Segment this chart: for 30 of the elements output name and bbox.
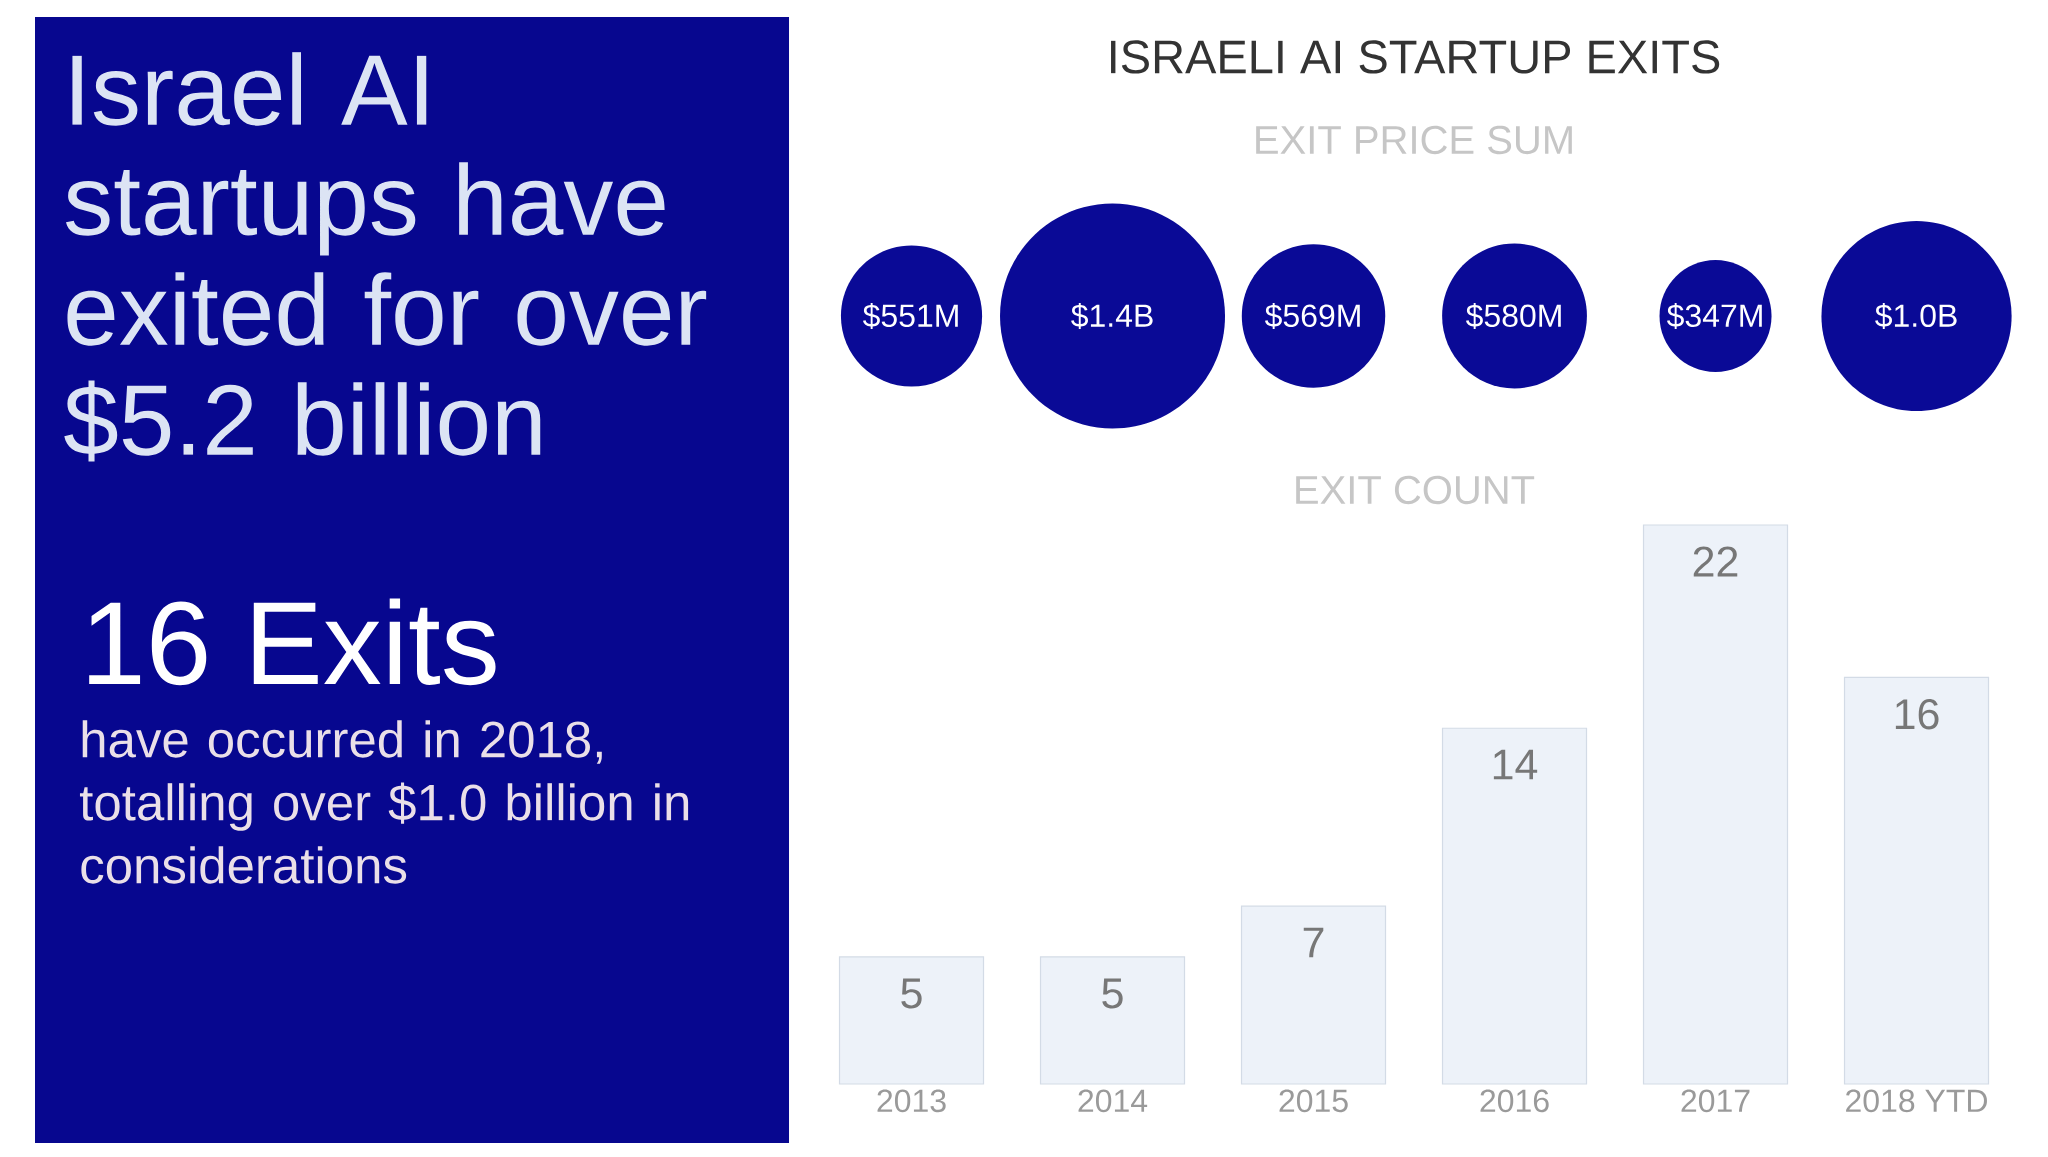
data-label: $580M bbox=[1465, 303, 1561, 329]
data-label: 16 bbox=[1895, 698, 1939, 730]
data-label: $569M bbox=[1264, 303, 1360, 329]
text: ISRAELI AI STARTUP EXITS bbox=[1111, 40, 1720, 74]
x-tick-label: 2014 bbox=[1078, 1089, 1148, 1113]
data-label: 5 bbox=[901, 978, 922, 1009]
data-label: $1.4B bbox=[1071, 303, 1153, 329]
x-tick-label: 2016 bbox=[1480, 1089, 1549, 1113]
bar bbox=[1240, 905, 1387, 1085]
bar bbox=[1642, 524, 1789, 1085]
bar bbox=[1843, 676, 1990, 1085]
data-label: $347M bbox=[1666, 303, 1762, 329]
x-tick-label: 2017 bbox=[1681, 1089, 1750, 1113]
chart-title: EXIT COUNT bbox=[1296, 475, 1535, 505]
x-tick-label: 2018 YTD bbox=[1846, 1089, 1987, 1113]
text: EXIT PRICE SUM bbox=[1256, 125, 1572, 155]
x-tick-label: 2015 bbox=[1279, 1089, 1348, 1113]
bar bbox=[1441, 727, 1588, 1085]
data-label: $1.0B bbox=[1875, 303, 1957, 329]
text: 16 Exits bbox=[89, 598, 496, 686]
data-label: 7 bbox=[1303, 927, 1324, 958]
text: have occurred in 2018, totalling over $1.0 billion in considerations bbox=[79, 720, 689, 884]
data-label: 14 bbox=[1493, 749, 1538, 780]
x-tick-label: 2013 bbox=[877, 1089, 946, 1113]
bar bbox=[838, 956, 985, 1085]
data-label: $551M bbox=[862, 303, 958, 329]
bar bbox=[1039, 956, 1186, 1085]
text: Israel AI startups have exited for over $5.2 billion bbox=[64, 52, 707, 462]
data-label: 5 bbox=[1102, 978, 1123, 1009]
data-label: 22 bbox=[1693, 546, 1738, 577]
